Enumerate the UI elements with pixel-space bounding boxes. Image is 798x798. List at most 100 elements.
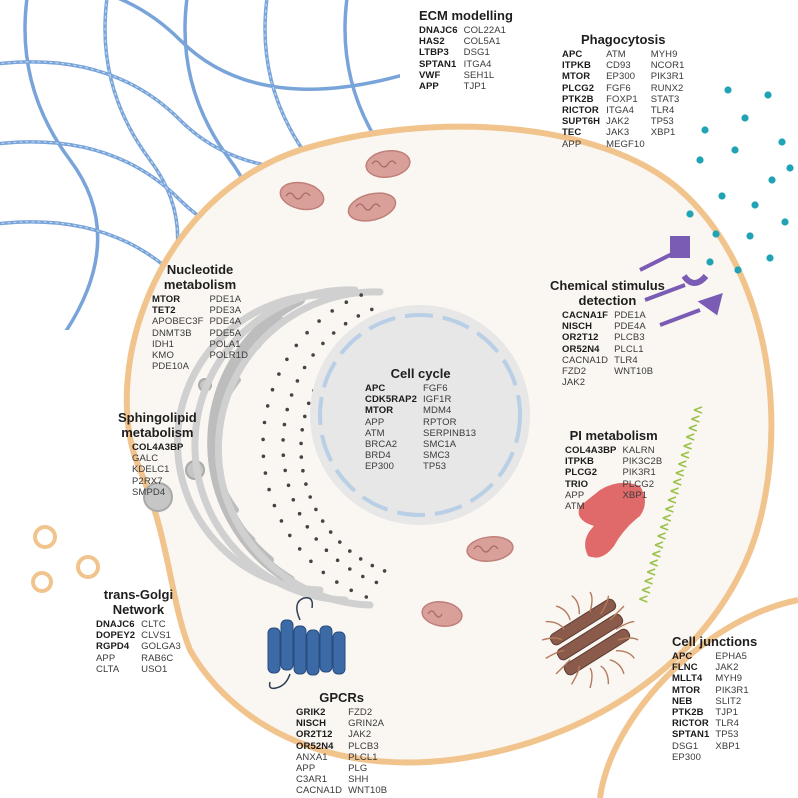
junction-fibril [615,649,635,659]
ribosome-dot [261,437,265,442]
ribosome-dot [285,407,290,412]
vesicle [33,525,57,549]
panel-sphingolipid: Sphingolipid metabolism COL4A3BP GALC KDEL… [118,410,197,498]
gene-label: PLCG2 [565,467,598,479]
gene-label: CACNA1F [562,310,609,321]
gene-label: FZD2 [562,366,587,378]
gene-column: PDE1A PDE3A PDE4A PDE5A POLA1 POLR1D [209,294,248,372]
panel-chemical: Chemical stimulus detection CACNA1F NISCH… [550,278,665,388]
ribosome-dot [265,404,270,408]
gene-column: EPHA5 JAK2 MYH9 PIK3R1 SLIT2 TJP1 TLR4 TP53 XBP1 [715,651,748,763]
ribosome-dot [331,331,336,335]
gene-label: KMO [152,350,174,362]
panel-title: GPCRs [319,690,365,705]
panel-title: ECM modelling [419,8,513,23]
gene-label: ATM [606,49,626,60]
gene-column: CLTC CLVS1 GOLGA3 RAB6C USO1 [141,619,181,675]
gene-label: DOPEY2 [96,630,136,642]
gene-label: COL22A1 [463,25,507,36]
ribosome-dot [270,387,275,392]
membrane-fringe-hair [639,595,648,603]
ribosome-dot [335,558,340,563]
gene-label: RICTOR [562,105,599,117]
gene-label: TP53 [423,461,447,473]
gene-label: DNAJC6 [419,25,458,36]
gene-column: GRIK2 NISCH OR2T12 OR52N4 ANXA1 APP C3AR1 CACNA… [296,707,342,797]
gene-column: CACNA1F NISCH OR2T12 OR52N4 CACNA1D FZD2 JAK2 [562,310,608,388]
ribosome-dot [349,588,354,593]
junction-fibril [589,591,593,613]
gene-column: MTOR TET2 APOBEC3F DNMT3B IDH1 KMO PDE10A [152,294,203,372]
panel-junctions: Cell junctions APC FLNC MLLT4 MTOR NEB PTK2B R… [672,634,757,763]
gene-column: DNAJC6 DOPEY2 RGPD4 APP CLTA [96,619,135,675]
gene-label: PIK3C2B [622,456,663,468]
gene-label: IGF1R [423,394,452,406]
gene-label: PIK3R1 [622,467,656,479]
gene-label: RAB6C [141,652,174,664]
pi-protein [578,482,645,558]
gene-label: CLVS1 [141,630,172,642]
rough-er [174,286,384,609]
gene-label: CLTC [141,619,166,630]
membrane-fringe [639,406,703,603]
membrane-fringe-hair [646,568,656,576]
junction-fibril [617,637,639,641]
gene-label: TJP1 [463,81,487,93]
gene-label: PLCG2 [562,82,595,94]
gene-label: MTOR [562,71,591,83]
ribosome-dot [321,341,325,346]
gene-label: PTK2B [672,707,704,719]
ribosome-dot [304,482,308,486]
panel-phagocytosis: Phagocytosis APC ITPKB MTOR PLCG2 PTK2B RICTO… [562,32,684,150]
ribosome-dot [320,519,325,523]
gene-label: SMPD4 [132,486,166,498]
membrane-fringe-hair [659,523,669,531]
ribosome-dot [374,580,379,585]
gene-label: BRCA2 [365,439,398,451]
gene-label: POLA1 [209,338,241,350]
junction-fibril [615,620,635,630]
junction-fibril [571,595,581,615]
ribosome-dot [361,574,365,579]
gene-label: APC [672,651,693,662]
gene-label: EP300 [672,751,702,763]
gene-label: USO1 [141,663,168,675]
membrane-fringe-hair [672,478,682,486]
stimulus-molecule [718,192,726,200]
gene-label: MYH9 [715,673,743,685]
ribosome-dot [308,495,313,499]
ribosome-dot [348,567,352,571]
ribosome-dot [288,533,292,538]
junction-fibril [545,620,565,630]
gene-label: FOXP1 [606,93,638,105]
gene-label: RUNX2 [650,82,684,94]
ribosome-dot [306,401,311,406]
gene-label: PLG [348,763,368,775]
gene-label: CD93 [606,60,631,72]
gene-label: TEC [562,127,582,139]
ribosome-dot [302,365,307,370]
gene-label: DNMT3B [152,327,192,339]
gene-label: SUPT6H [562,116,601,128]
gene-label: SMC1A [423,439,457,451]
ribosome-dot [299,455,304,459]
gene-label: JAK2 [348,729,372,741]
gene-column: FGF6 IGF1R MDM4 RPTOR SERPINB13 SMC1A SMC3 TP53 [423,383,476,473]
membrane-fringe-hair [665,505,674,513]
gene-label: DSG1 [463,47,490,59]
membrane-fringe-hair [683,442,692,450]
panel-title: Chemical stimulus detection [550,278,665,308]
gene-label: OR52N4 [562,343,600,355]
membrane-fringe-hair [675,469,685,477]
gene-label: SPTAN1 [419,58,457,70]
stimulus-molecule [768,176,776,184]
ribosome-dot [330,309,335,313]
gene-column: COL22A1 COL5A1 DSG1 ITGA4 SEH1L TJP1 [464,25,506,92]
gene-label: NISCH [562,321,593,333]
gene-columns: MTOR TET2 APOBEC3F DNMT3B IDH1 KMO PDE10A PDE1A… [152,294,248,372]
gene-label: OR52N4 [296,740,334,752]
ribosome-dot [300,428,305,432]
gene-label: OR2T12 [296,729,333,741]
ribosome-dot [364,595,369,599]
panel-title: PI metabolism [569,428,658,443]
